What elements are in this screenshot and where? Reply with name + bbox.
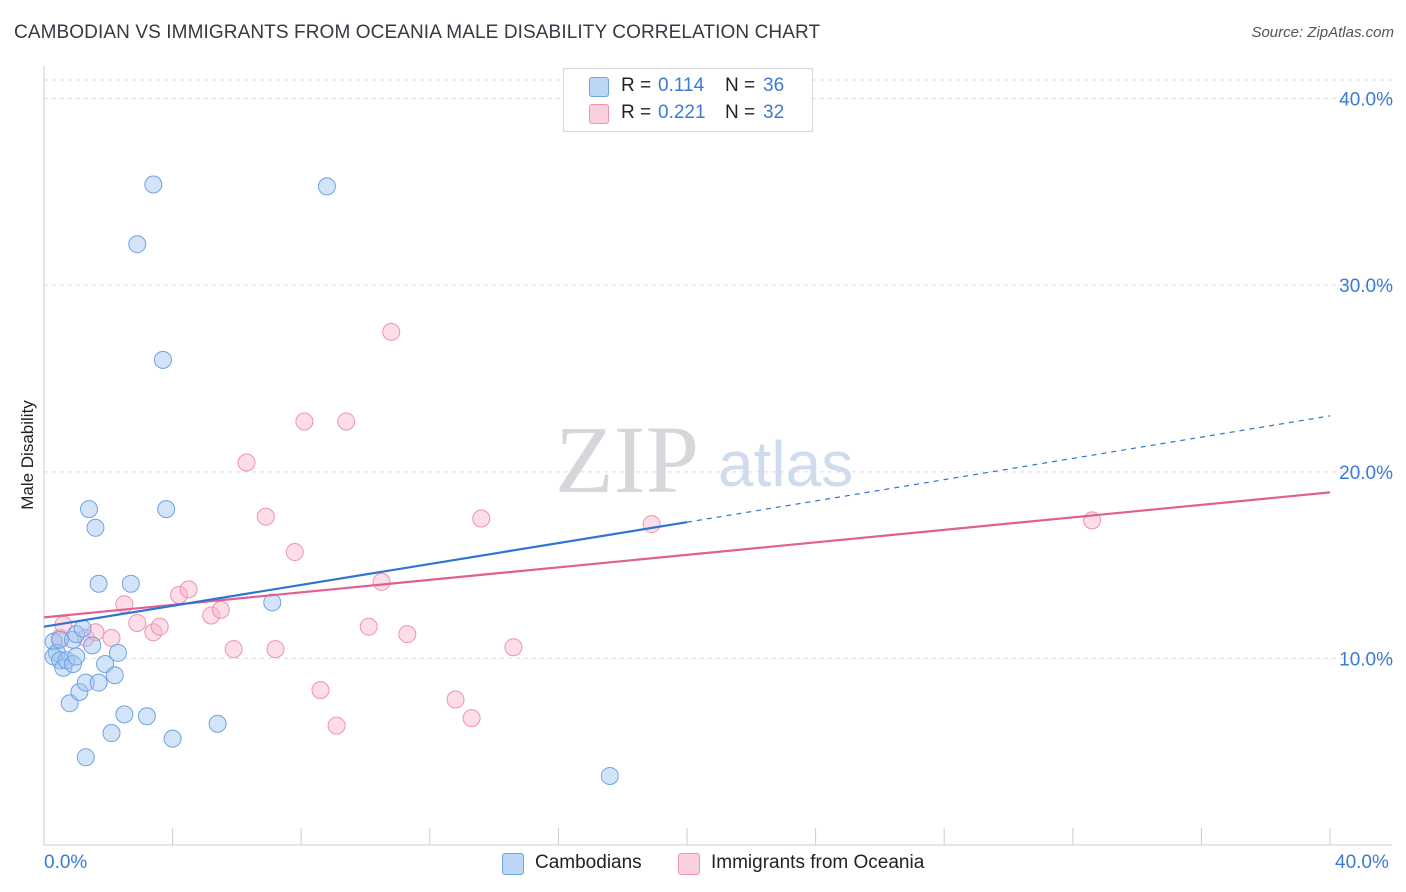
watermark-atlas: atlas xyxy=(718,428,853,500)
cambodian-point xyxy=(102,724,121,743)
cambodian-point xyxy=(86,518,105,537)
oceania-point xyxy=(150,617,169,636)
oceania-point xyxy=(398,625,417,644)
cambodian-point xyxy=(44,632,63,651)
cambodian-point xyxy=(208,714,227,733)
series-oceania-points xyxy=(51,322,1102,735)
oceania-point xyxy=(211,600,230,619)
cambodian-point xyxy=(163,729,182,748)
oceania-point xyxy=(462,709,481,728)
oceania-point xyxy=(202,606,221,625)
x-tick-max: 40.0% xyxy=(1335,852,1389,873)
cambodian-point xyxy=(76,748,95,767)
cambodian-point xyxy=(137,707,156,726)
legend-swatch-cambodians xyxy=(589,77,609,97)
oceania-point xyxy=(128,613,147,632)
bottom-legend-swatch-cambodians xyxy=(502,853,524,875)
cambodian-point xyxy=(76,673,95,692)
legend-swatch-oceania xyxy=(589,104,609,124)
legend-n-value: 32 xyxy=(763,102,785,123)
oceania-point xyxy=(327,716,346,735)
cambodian-point xyxy=(263,593,282,612)
cambodian-point xyxy=(73,619,92,638)
y-tick-label: 30.0% xyxy=(1339,276,1393,297)
oceania-point xyxy=(311,681,330,700)
cambodian-point xyxy=(51,630,70,649)
bottom-legend-swatch-oceania xyxy=(678,853,700,875)
oceania-trend-line xyxy=(43,491,1331,619)
oceania-point xyxy=(504,638,523,657)
cambodian-point xyxy=(157,500,176,519)
oceania-point xyxy=(359,617,378,636)
watermark-zip: ZIP xyxy=(555,406,699,513)
legend-r-label: R = xyxy=(621,75,652,96)
legend-n-value: 36 xyxy=(763,75,785,96)
source-label: Source: ZipAtlas.com xyxy=(1251,24,1394,41)
oceania-point xyxy=(266,640,285,659)
oceania-point xyxy=(295,412,314,431)
cambodian-trend-extension xyxy=(686,415,1331,523)
correlation-legend: R = 0.114 N = 36 R = 0.221 N = 32 xyxy=(563,68,813,132)
y-tick-label: 10.0% xyxy=(1339,649,1393,670)
oceania-point xyxy=(237,453,256,472)
legend-n-label: N = xyxy=(725,75,756,96)
oceania-point xyxy=(382,322,401,341)
cambodian-point xyxy=(153,350,172,369)
y-tick-labels: 10.0% 20.0% 30.0% 40.0% xyxy=(1339,90,1393,671)
x-tick-min: 0.0% xyxy=(44,852,88,873)
cambodian-point xyxy=(67,647,86,666)
chart-title: CAMBODIAN VS IMMIGRANTS FROM OCEANIA MAL… xyxy=(14,22,821,43)
bottom-legend-label-cambodians: Cambodians xyxy=(535,852,642,873)
grid-lines xyxy=(44,79,1392,659)
bottom-legend-label-oceania: Immigrants from Oceania xyxy=(711,852,925,873)
cambodian-trend-line xyxy=(43,521,688,628)
y-tick-label: 20.0% xyxy=(1339,463,1393,484)
cambodian-point xyxy=(89,673,108,692)
legend-r-value: 0.114 xyxy=(658,75,705,96)
trend-lines xyxy=(43,415,1331,628)
cambodian-point xyxy=(144,175,163,194)
oceania-point xyxy=(179,580,198,599)
cambodian-point xyxy=(317,177,336,196)
y-tick-label: 40.0% xyxy=(1339,90,1393,111)
cambodian-point xyxy=(70,683,89,701)
cambodian-point xyxy=(128,235,147,254)
cambodian-point xyxy=(121,574,140,593)
series-cambodians-points xyxy=(44,175,619,785)
legend-r-label: R = xyxy=(621,102,652,123)
oceania-point xyxy=(256,507,275,526)
cambodian-point xyxy=(80,500,99,519)
oceania-point xyxy=(224,640,243,659)
cambodian-point xyxy=(89,574,108,593)
cambodian-point xyxy=(115,705,134,724)
legend-n-label: N = xyxy=(725,102,756,123)
cambodian-point xyxy=(83,636,102,655)
oceania-point xyxy=(372,572,391,591)
y-axis-label: Male Disability xyxy=(18,400,37,510)
oceania-point xyxy=(446,690,465,709)
cambodian-point xyxy=(108,643,127,662)
watermark: ZIP atlas xyxy=(555,406,853,513)
oceania-point xyxy=(285,543,304,562)
legend-r-value: 0.221 xyxy=(658,102,706,123)
cambodian-point xyxy=(105,666,124,685)
oceania-point xyxy=(337,412,356,431)
oceania-point xyxy=(102,628,121,647)
oceania-point xyxy=(472,509,491,528)
axes xyxy=(43,66,1392,846)
cambodian-point xyxy=(600,766,619,785)
